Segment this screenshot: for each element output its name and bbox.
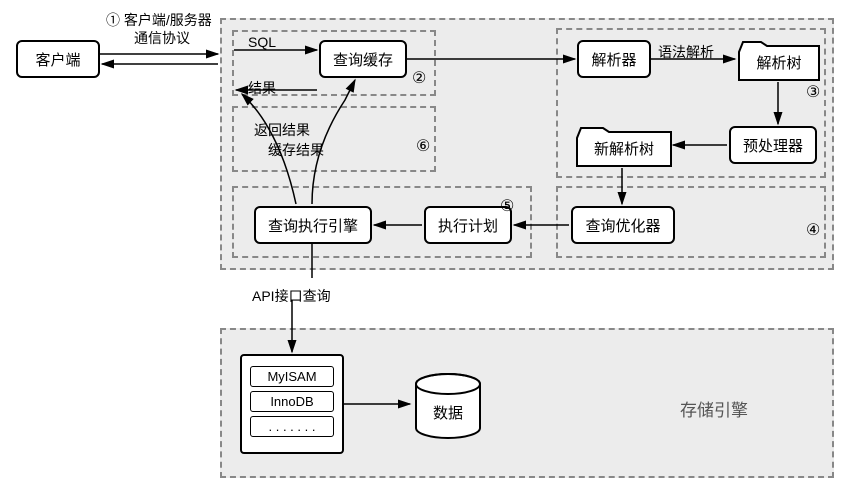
label-api: API接口查询 [252, 286, 331, 306]
parser-label: 解析器 [591, 49, 636, 70]
data-cylinder: 数据 [412, 372, 480, 436]
circled-6: ⑥ [416, 136, 430, 156]
plan-box: 执行计划 [424, 206, 512, 244]
preproc-box: 预处理器 [729, 126, 817, 164]
label-result: 结果 [248, 78, 276, 98]
label-proto1: ① 客户端/服务器 [106, 10, 212, 30]
circled-5: ⑤ [500, 196, 514, 216]
newtree-folder: 新解析树 [575, 126, 669, 164]
label-syntax: 语法解析 [658, 42, 714, 62]
optimizer-box: 查询优化器 [571, 206, 675, 244]
plan-label: 执行计划 [438, 215, 498, 236]
engines-box: MyISAM InnoDB . . . . . . . [240, 354, 344, 454]
engine-more: . . . . . . . [250, 416, 334, 437]
exec-label: 查询执行引擎 [268, 215, 358, 236]
parser-box: 解析器 [577, 40, 651, 78]
circled-4: ④ [806, 220, 820, 240]
label-return: 返回结果 [254, 120, 310, 140]
label-storage: 存储引擎 [680, 396, 748, 421]
client-label: 客户端 [35, 49, 80, 70]
engine-myisam: MyISAM [250, 366, 334, 387]
optimizer-label: 查询优化器 [585, 215, 660, 236]
label-proto2: 通信协议 [134, 28, 190, 48]
parsetree-label: 解析树 [737, 52, 821, 73]
preproc-label: 预处理器 [743, 135, 803, 156]
newtree-label: 新解析树 [575, 138, 673, 159]
label-cacheres: 缓存结果 [268, 140, 324, 160]
data-label: 数据 [412, 402, 484, 423]
cache-label: 查询缓存 [333, 49, 393, 70]
parsetree-folder: 解析树 [737, 40, 817, 78]
client-box: 客户端 [16, 40, 100, 78]
label-sql: SQL [248, 34, 276, 50]
circled-3: ③ [806, 82, 820, 102]
circled-2: ② [412, 68, 426, 88]
engine-innodb: InnoDB [250, 391, 334, 412]
exec-box: 查询执行引擎 [254, 206, 372, 244]
cache-box: 查询缓存 [319, 40, 407, 78]
